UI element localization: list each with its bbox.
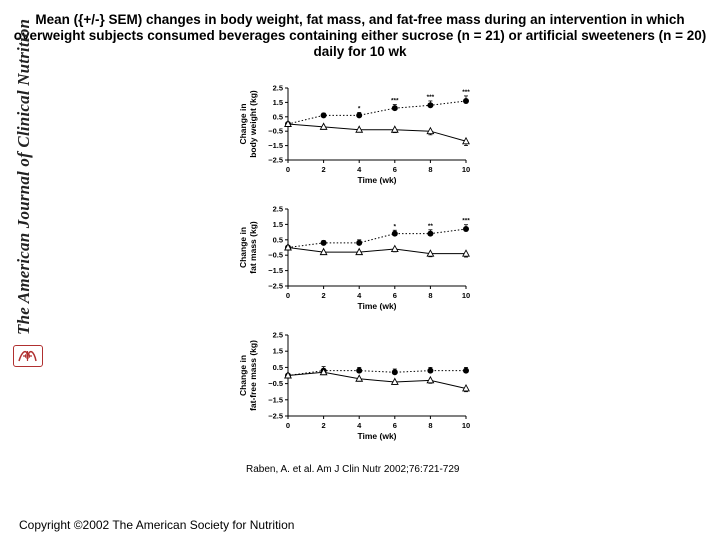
chart-panel-3: 2.5 1.5 0.5 −0.5 −1.5 −2.50 2 4 6 8 10 Time (wk) Cha… — [238, 331, 470, 442]
data-point — [427, 102, 434, 109]
x-axis-label: Time (wk) — [357, 301, 396, 311]
y-tick-label: 2.5 — [273, 84, 283, 93]
x-tick-label: 8 — [428, 291, 432, 300]
data-point — [462, 136, 470, 145]
x-tick-label: 2 — [322, 421, 326, 430]
data-point — [463, 367, 469, 374]
series-line-1 — [287, 228, 467, 248]
x-axis-label: Time (wk) — [357, 431, 396, 441]
significance-marker: * — [394, 223, 397, 230]
y-tick-label: −0.5 — [268, 127, 283, 136]
data-point — [462, 384, 470, 392]
data-point — [462, 249, 470, 257]
y-tick-label: −2.5 — [268, 156, 283, 165]
series-line-2 — [287, 371, 467, 389]
figure-title: Mean ({+/-} SEM) changes in body weight,… — [13, 12, 707, 59]
data-point — [391, 230, 398, 237]
data-point — [356, 112, 363, 119]
data-point — [391, 369, 398, 376]
series-line-2 — [287, 123, 467, 142]
y-tick-label: −2.5 — [268, 412, 283, 421]
data-point — [355, 247, 364, 256]
y-axis-label: Change inbody weight (kg) — [238, 90, 258, 158]
y-tick-label: 2.5 — [273, 331, 283, 340]
significance-marker: *** — [462, 89, 470, 96]
data-point — [284, 371, 292, 379]
x-tick-label: 10 — [462, 421, 470, 430]
data-point — [390, 377, 399, 385]
x-tick-label: 2 — [322, 291, 326, 300]
significance-marker: * — [358, 105, 361, 112]
chart-panel-1: 2.5 1.5 0.5 −0.5 −1.5 −2.50 2 4 6 8 10 Time (wk) Cha… — [238, 84, 470, 186]
data-point — [427, 230, 434, 237]
significance-marker: ** — [428, 223, 434, 230]
x-tick-label: 10 — [462, 165, 470, 174]
y-tick-label: 0.5 — [273, 235, 283, 244]
x-tick-label: 0 — [286, 291, 290, 300]
y-tick-label: 1.5 — [273, 220, 283, 229]
y-axis-label: Change infat-free mass (kg) — [238, 340, 258, 411]
y-tick-label: −1.5 — [268, 395, 283, 404]
y-tick-label: 2.5 — [273, 205, 283, 214]
x-tick-label: 2 — [322, 165, 326, 174]
data-point — [391, 105, 398, 112]
y-axis-label: Change infat mass (kg) — [238, 221, 258, 274]
significance-marker: *** — [462, 218, 470, 225]
x-tick-label: 6 — [393, 165, 397, 174]
y-tick-label: −1.5 — [268, 266, 283, 275]
data-point — [426, 126, 435, 135]
significance-marker: *** — [427, 94, 435, 101]
x-tick-label: 10 — [462, 291, 470, 300]
data-point — [356, 367, 363, 374]
data-point — [426, 375, 435, 384]
x-tick-label: 4 — [357, 421, 362, 430]
x-tick-label: 0 — [286, 421, 290, 430]
y-tick-label: −2.5 — [268, 282, 283, 291]
y-tick-label: −0.5 — [268, 251, 283, 260]
y-tick-label: −1.5 — [268, 141, 283, 150]
data-point — [463, 97, 469, 104]
x-tick-label: 4 — [357, 291, 362, 300]
data-point — [284, 119, 292, 127]
data-point — [390, 244, 399, 252]
data-point — [284, 243, 292, 251]
x-tick-label: 8 — [428, 165, 432, 174]
data-point — [355, 125, 364, 133]
significance-marker: *** — [391, 98, 399, 105]
data-point — [426, 249, 435, 257]
x-tick-label: 0 — [286, 165, 290, 174]
y-tick-label: 1.5 — [273, 347, 283, 356]
data-point — [320, 239, 327, 246]
data-point — [319, 247, 328, 256]
series-line-1 — [287, 100, 467, 125]
x-tick-label: 6 — [393, 421, 397, 430]
x-tick-label: 8 — [428, 421, 432, 430]
journal-seal-icon — [13, 345, 43, 367]
y-tick-label: −0.5 — [268, 379, 283, 388]
data-point — [356, 239, 363, 246]
x-axis-label: Time (wk) — [357, 175, 396, 185]
y-tick-label: 0.5 — [273, 363, 283, 372]
data-point — [320, 112, 327, 119]
citation: Raben, A. et al. Am J Clin Nutr 2002;76:… — [246, 464, 460, 475]
y-tick-label: 1.5 — [273, 98, 283, 107]
data-point — [390, 125, 399, 133]
data-point — [355, 374, 364, 382]
x-tick-label: 6 — [393, 291, 397, 300]
chart-panel-2: 2.5 1.5 0.5 −0.5 −1.5 −2.50 2 4 6 8 10 Time (wk) Cha… — [238, 205, 470, 312]
data-point — [319, 367, 328, 376]
x-tick-label: 4 — [357, 165, 362, 174]
data-point — [319, 122, 328, 130]
y-tick-label: 0.5 — [273, 112, 283, 121]
copyright: Copyright ©2002 The American Society for… — [19, 518, 295, 532]
series-line-2 — [287, 247, 466, 255]
data-point — [463, 226, 469, 233]
data-point — [427, 367, 434, 374]
